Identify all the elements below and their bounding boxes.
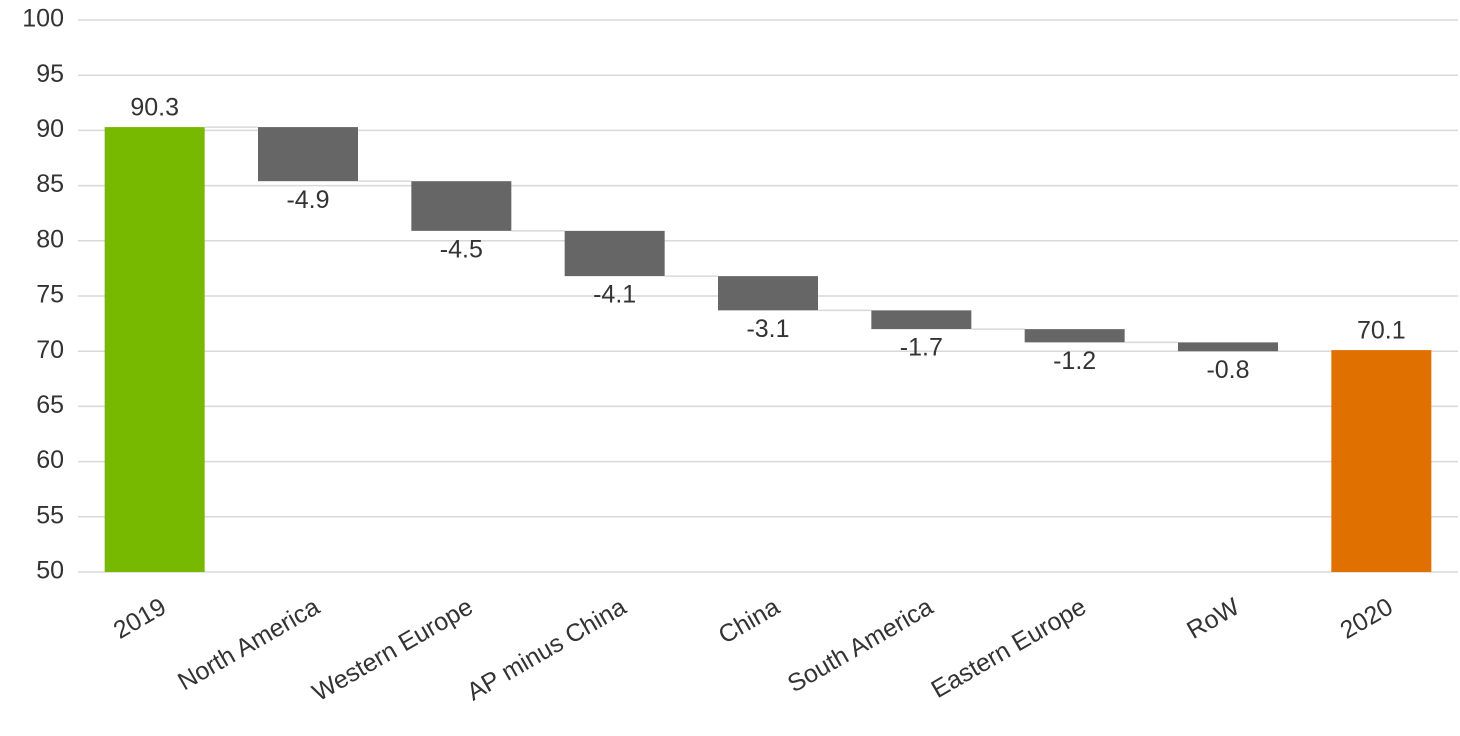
x-tick-label: Western Europe (308, 593, 478, 707)
value-label: -4.5 (440, 235, 483, 263)
bar (871, 310, 972, 330)
x-tick-label: Eastern Europe (927, 593, 1091, 704)
bar (104, 127, 205, 572)
value-label: -3.1 (746, 315, 789, 343)
x-tick-label: AP minus China (462, 593, 631, 707)
y-tick-label: 75 (36, 281, 64, 309)
y-tick-label: 70 (36, 336, 64, 364)
value-label: -1.7 (900, 334, 943, 362)
y-tick-label: 65 (36, 391, 64, 419)
y-tick-label: 55 (36, 501, 64, 529)
bar (718, 276, 818, 311)
x-tick-label: South America (783, 593, 938, 699)
y-tick-label: 90 (36, 115, 64, 143)
y-tick-label: 95 (36, 60, 64, 88)
x-tick-label: RoW (1182, 592, 1244, 644)
x-tick-label: North America (173, 593, 324, 696)
y-tick-label: 60 (36, 446, 64, 474)
value-label: -4.1 (593, 281, 636, 309)
bar (564, 230, 665, 277)
y-tick-label: 80 (36, 225, 64, 253)
x-tick-label: 2020 (1335, 593, 1397, 645)
bar (411, 181, 512, 231)
x-tick-label: 2019 (109, 593, 171, 645)
y-tick-label: 100 (22, 5, 64, 33)
y-tick-label: 85 (36, 170, 64, 198)
value-label: 90.3 (130, 94, 179, 122)
value-label: -0.8 (1206, 356, 1249, 384)
value-label: 70.1 (1357, 317, 1406, 345)
x-tick-label: China (714, 593, 785, 650)
y-tick-label: 50 (36, 557, 64, 585)
bar (1178, 342, 1278, 352)
bar (258, 127, 358, 182)
value-label: -4.9 (286, 186, 329, 214)
value-label: -1.2 (1053, 347, 1096, 375)
bar (1024, 329, 1125, 343)
bar (1331, 350, 1432, 572)
